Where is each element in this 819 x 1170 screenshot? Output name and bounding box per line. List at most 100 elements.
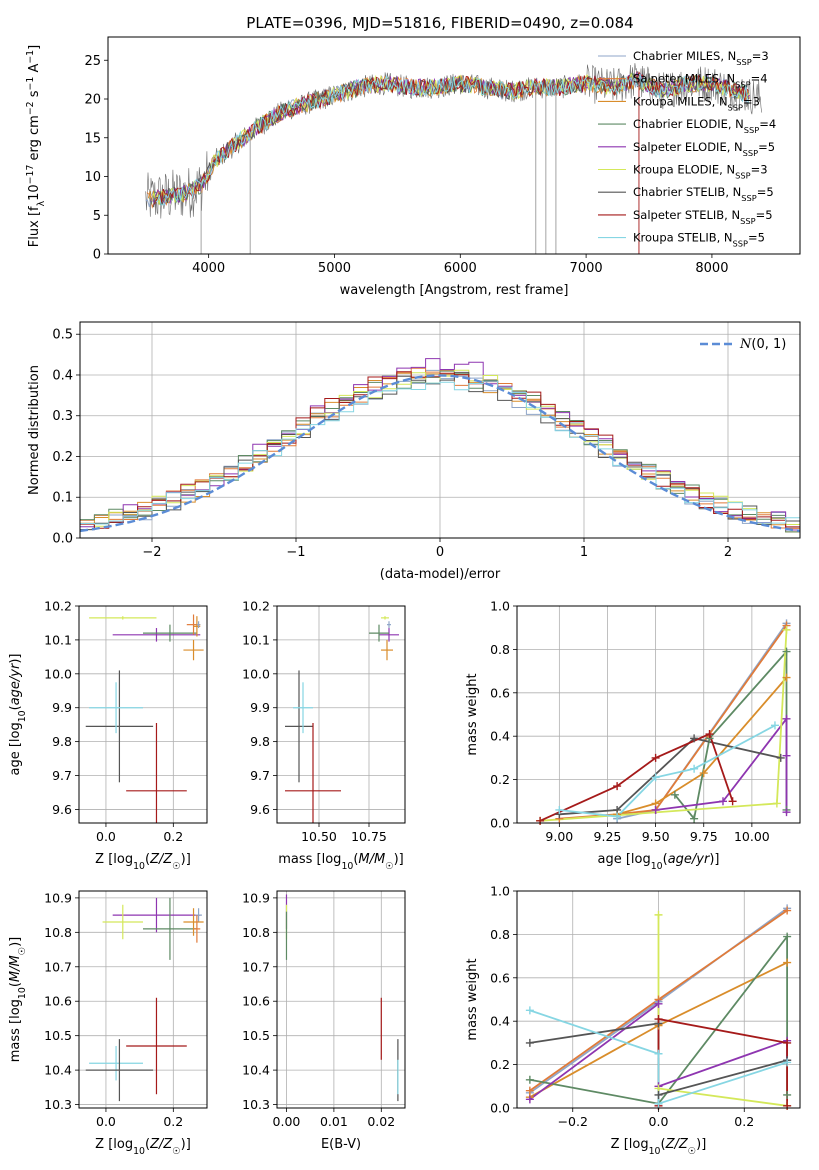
axes-z-mass: 0.0 0.2 10.3 10.4 10.5 10.6 10.7 10.8 10.9 Z [log… [8, 890, 208, 1157]
data-point-marker [705, 730, 714, 739]
y-tick-label: 10.4 [242, 1063, 270, 1078]
x-axis-label: E(B-V) [321, 1137, 361, 1152]
y-tick-label: 9.6 [250, 802, 270, 817]
y-tick-label: 0.1 [52, 491, 73, 506]
y-tick-label: 10.6 [44, 994, 72, 1009]
plot-area [80, 358, 800, 533]
data-point-marker [783, 1058, 792, 1067]
x-tick-label: 0.0 [96, 1114, 116, 1129]
y-tick-label: 0.4 [52, 368, 73, 383]
y-tick-label: 0.3 [52, 409, 73, 424]
y-tick-label: 25 [84, 54, 101, 69]
data-point-marker [654, 1099, 663, 1108]
data-point-marker [525, 1006, 534, 1015]
x-tick-label: 0.2 [163, 829, 183, 844]
x-tick-label: 0.02 [367, 1114, 395, 1129]
data-point-marker [782, 647, 791, 656]
y-tick-label: 10.8 [242, 925, 270, 940]
data-point-marker [783, 906, 792, 915]
x-axis-label: Z [log10(Z/Z☉)] [95, 1137, 191, 1157]
data-point-marker [783, 932, 792, 941]
data-point-marker [783, 958, 792, 967]
y-tick-label: 9.9 [250, 700, 270, 715]
data-point-marker [654, 1049, 663, 1058]
data-point-marker [690, 764, 699, 773]
y-tick-label: 0.6 [490, 970, 510, 985]
y-axis-label: mass [log10(M/M☉)] [8, 937, 28, 1063]
y-tick-label: 10.7 [242, 959, 270, 974]
plot-area [285, 616, 399, 823]
y-tick-label: 0.8 [490, 927, 510, 942]
y-tick-label: 10.1 [44, 632, 72, 647]
y-axis-label: mass weight [465, 958, 480, 1040]
axes-frame [107, 36, 801, 255]
y-tick-label: 0.0 [52, 532, 73, 547]
y-tick-label: 10.2 [242, 599, 270, 614]
mass-weight-line [559, 737, 781, 816]
y-axis-label: age [log10(age/yr)] [8, 653, 28, 775]
x-tick-label: 9.00 [545, 829, 573, 844]
x-axis-label: Z [log10(Z/Z☉)] [95, 852, 191, 872]
legend-label: Salpeter MILES, NSSP=4 [633, 72, 768, 90]
x-tick-label: 4000 [192, 261, 225, 276]
data-point-marker [783, 1090, 792, 1099]
mass-weight-line [559, 724, 776, 818]
data-point-marker [728, 797, 737, 806]
x-tick-label: 0.0 [649, 1114, 669, 1129]
data-point-marker [782, 673, 791, 682]
axes-frame [78, 890, 208, 1109]
data-point-marker [783, 1038, 792, 1047]
x-axis-label: Z [log10(Z/Z☉)] [611, 1137, 707, 1157]
x-tick-label: −0.2 [558, 1114, 588, 1129]
y-tick-label: 10.6 [242, 994, 270, 1009]
data-point-marker [770, 721, 779, 730]
axes-z-age: 0.0 0.2 9.6 9.7 9.8 9.9 10.0 10.1 10.2 Z [log10(Z… [8, 599, 208, 872]
legend: Chabrier MILES, NSSP=3 Salpeter MILES, NS… [598, 49, 776, 249]
mass-weight-line [529, 933, 788, 1105]
x-tick-label: −1 [286, 545, 305, 560]
data-point-marker [783, 1101, 792, 1110]
y-tick-label: 1.0 [490, 884, 510, 899]
data-point-marker [690, 734, 699, 743]
axes-hist: −2 −1 0 1 2 0.0 0.1 0.2 0.3 0.4 0.5 (data-model)/er… [27, 321, 801, 582]
x-tick-label: 5000 [318, 261, 351, 276]
data-point-marker [782, 625, 791, 634]
y-tick-label: 0.2 [490, 1057, 510, 1072]
data-point-marker [690, 814, 699, 823]
mass-weight-line [529, 1009, 788, 1105]
y-tick-label: 9.7 [52, 768, 72, 783]
x-tick-label: 9.25 [594, 829, 622, 844]
histogram-step-line [80, 380, 800, 525]
x-tick-label: −2 [142, 545, 161, 560]
x-tick-label: 0.0 [96, 829, 116, 844]
y-tick-label: 10.0 [242, 666, 270, 681]
plot-area [85, 614, 204, 823]
mass-weight-line [616, 622, 788, 820]
y-tick-label: 10.8 [44, 925, 72, 940]
model-spectrum-line [155, 73, 750, 206]
y-tick-label: 9.9 [52, 700, 72, 715]
y-tick-label: 5 [93, 209, 101, 224]
axes-frame [516, 605, 801, 824]
data-point-marker [654, 1015, 663, 1024]
data-point-marker [525, 1095, 534, 1104]
legend-label: Kroupa MILES, NSSP=3 [633, 94, 760, 112]
data-point-marker [525, 1038, 534, 1047]
plot-area [85, 897, 204, 1102]
data-point-marker [718, 797, 727, 806]
x-tick-label: 10.50 [301, 829, 337, 844]
axes-frame [276, 605, 406, 824]
y-tick-label: 1.0 [490, 599, 510, 614]
mass-weight-line [559, 624, 788, 820]
axes-frame [78, 605, 208, 824]
y-tick-label: 0.4 [490, 1014, 510, 1029]
y-tick-label: 10.2 [44, 599, 72, 614]
histogram-step-line [80, 358, 800, 531]
mass-weight-line [657, 1017, 788, 1106]
y-tick-label: 0.2 [490, 772, 510, 787]
x-axis-label: age [log10(age/yr)] [597, 852, 719, 872]
legend-label: Kroupa ELODIE, NSSP=3 [633, 163, 768, 181]
x-tick-label: 6000 [444, 261, 477, 276]
x-tick-label: 7000 [570, 261, 603, 276]
data-point-marker [782, 751, 791, 760]
